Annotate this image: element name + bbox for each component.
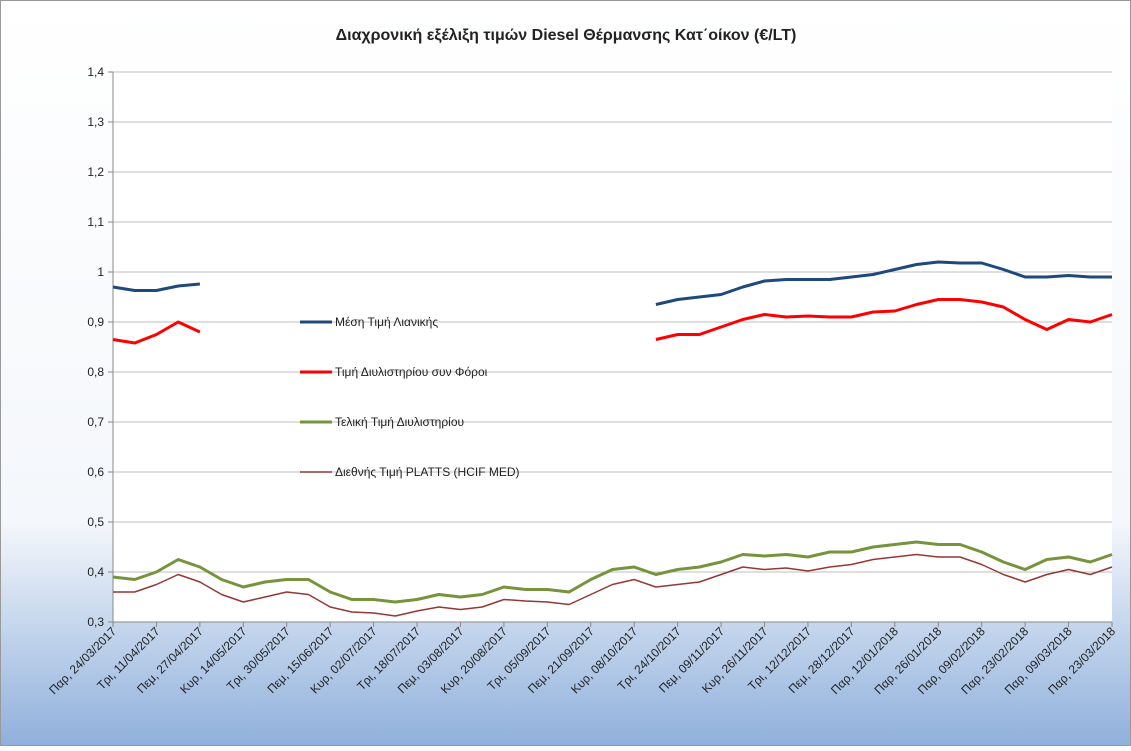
- y-tick-label: 0,5: [87, 515, 104, 529]
- y-tick-label: 0,7: [87, 415, 104, 429]
- chart-title: Διαχρονική εξέλιξη τιμών Diesel Θέρμανση…: [336, 27, 797, 44]
- series-line: [113, 553, 1113, 617]
- series-line: [112, 260, 1112, 306]
- plot-area: [113, 72, 1112, 622]
- legend-label: Μέση Τιμή Λιανικής: [335, 315, 438, 329]
- y-tick-label: 0,4: [87, 565, 104, 579]
- y-tick-label: 0,3: [87, 615, 104, 629]
- y-tick-label: 1,4: [87, 65, 104, 79]
- legend-label: Διεθνής Τιμή PLATTS (HCIF MED): [335, 465, 520, 479]
- series-line: [112, 540, 1113, 604]
- y-tick-label: 0,8: [87, 365, 104, 379]
- series-line: [112, 298, 1113, 345]
- y-tick-label: 1,2: [87, 165, 104, 179]
- y-tick-label: 0,9: [87, 315, 104, 329]
- y-tick-label: 0,6: [87, 465, 104, 479]
- legend-label: Τιμή Διυλιστηρίου συν Φόροι: [335, 365, 488, 379]
- y-tick-label: 1: [97, 265, 104, 279]
- y-tick-label: 1,3: [87, 115, 104, 129]
- legend-label: Τελική Τιμή Διυλιστηρίου: [335, 415, 464, 429]
- y-tick-label: 1,1: [87, 215, 104, 229]
